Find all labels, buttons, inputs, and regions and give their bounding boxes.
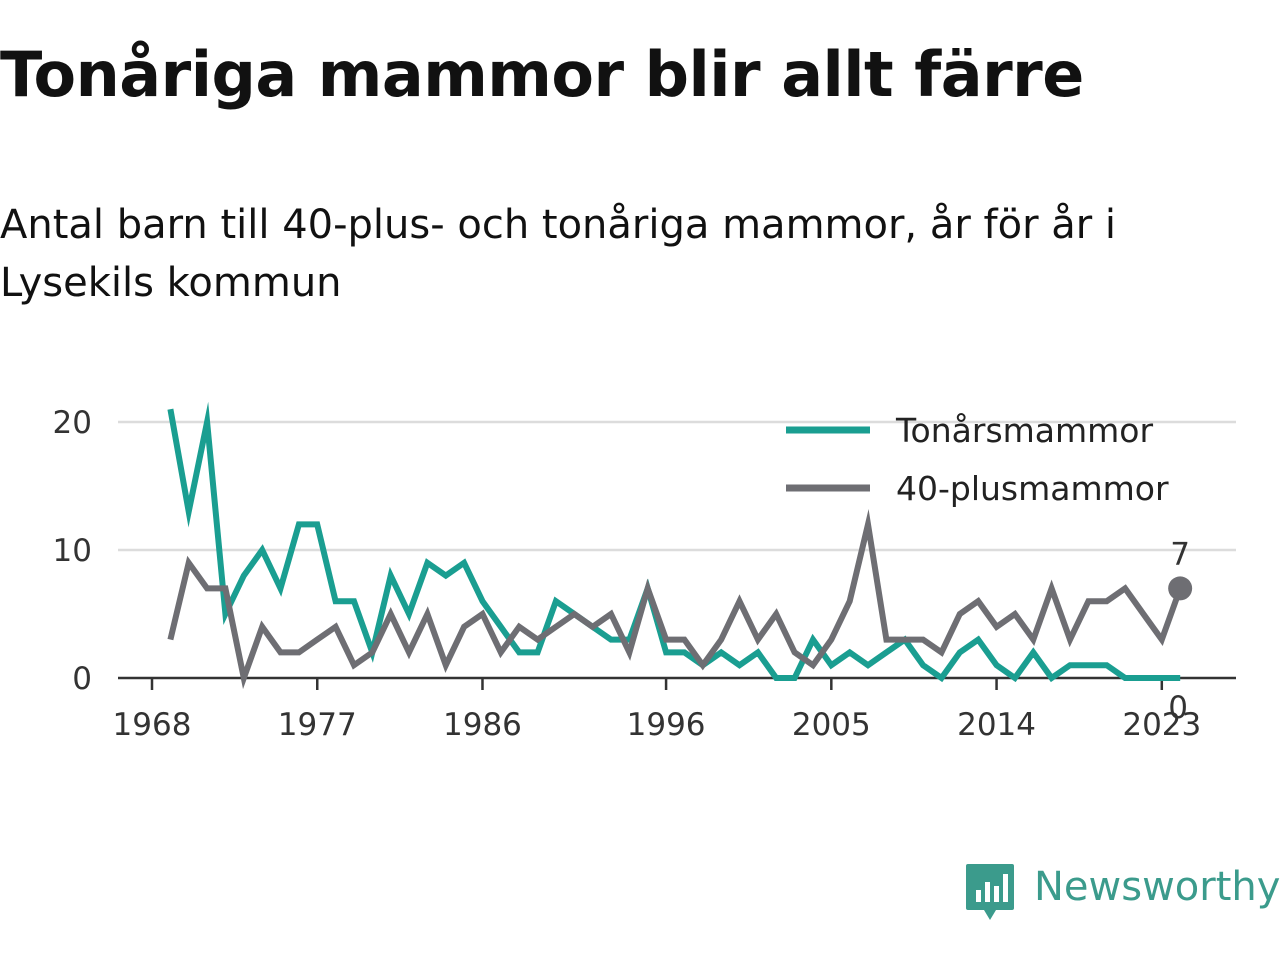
series-line-2 (167, 509, 1184, 690)
end-label-series-2: 7 (1170, 536, 1190, 572)
x-tick-label-1986: 1986 (443, 707, 522, 743)
bar-chart-speech-bubble-icon (966, 864, 1014, 920)
x-tick-label-1977: 1977 (278, 707, 357, 743)
end-labels: 07 (1168, 536, 1190, 726)
x-tick-labels: 1968 1977 1986 1996 2005 2014 2023 (113, 707, 1202, 743)
y-tick-labels: 0 10 20 (53, 405, 92, 697)
line-chart: 0 10 20 1968 1977 1986 1996 2005 2014 2023 Tonår… (53, 401, 1236, 743)
y-tick-label-10: 10 (53, 533, 92, 569)
series-end-point-2 (1168, 576, 1193, 601)
brand-name: Newsworthy (1034, 864, 1280, 910)
legend: Tonårsmammor 40-plusmammor (786, 411, 1169, 508)
x-tick-label-2005: 2005 (792, 707, 871, 743)
y-tick-label-0: 0 (72, 661, 92, 697)
x-tick-label-2014: 2014 (957, 707, 1036, 743)
x-tick-label-1996: 1996 (627, 707, 706, 743)
legend-label-1: Tonårsmammor (895, 411, 1153, 450)
x-tick-label-2023: 2023 (1122, 707, 1201, 743)
y-tick-label-20: 20 (53, 405, 92, 441)
series-lines (167, 401, 1193, 690)
chart-title: Tonåriga mammor blir allt färre (0, 38, 1084, 111)
x-tick-label-1968: 1968 (113, 707, 192, 743)
series-line-1 (167, 401, 1181, 683)
chart-subtitle: Antal barn till 40-plus- och tonåriga ma… (0, 202, 1117, 306)
legend-label-2: 40-plusmammor (896, 469, 1169, 508)
end-label-series-1: 0 (1168, 690, 1188, 726)
